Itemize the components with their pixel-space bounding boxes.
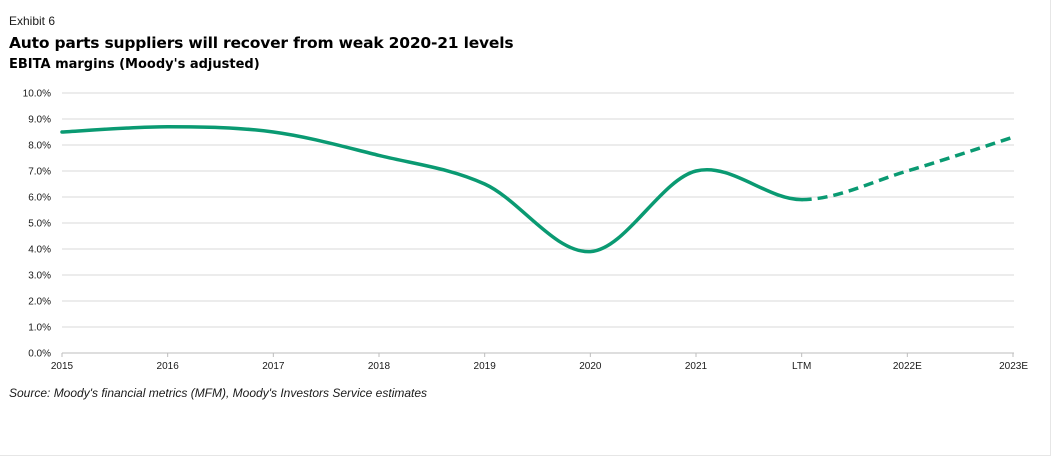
x-tick-label: 2020 bbox=[579, 361, 602, 372]
line-chart: 0.0% 1.0% 2.0% 3.0% 4.0% 5.0% 6.0% 7.0% 8.0% 9.0%… bbox=[23, 89, 1029, 373]
chart-title: Auto parts suppliers will recover from w… bbox=[9, 34, 514, 52]
x-tick-label: 2022E bbox=[893, 361, 922, 372]
series-line-estimate bbox=[801, 135, 1014, 202]
x-axis-ticks: 2015 2016 2017 2018 2019 2020 2021 LTM 2022E 2023… bbox=[51, 353, 1028, 372]
x-tick-label: 2018 bbox=[368, 361, 391, 372]
y-tick-label: 7.0% bbox=[28, 167, 51, 178]
data-point-2016 bbox=[166, 125, 169, 128]
x-tick-label: 2015 bbox=[51, 361, 74, 372]
y-tick-label: 0.0% bbox=[28, 349, 51, 360]
source-note: Source: Moody's financial metrics (MFM),… bbox=[9, 386, 428, 400]
data-point-2019 bbox=[483, 183, 486, 186]
x-tick-label: LTM bbox=[792, 361, 811, 372]
x-tick-label: 2021 bbox=[685, 361, 708, 372]
y-axis-ticks: 0.0% 1.0% 2.0% 3.0% 4.0% 5.0% 6.0% 7.0% 8.0% 9.0%… bbox=[23, 89, 51, 360]
y-tick-label: 6.0% bbox=[28, 193, 51, 204]
data-point-2023e bbox=[1012, 136, 1015, 139]
x-tick-label: 2023E bbox=[999, 361, 1028, 372]
data-point-2020 bbox=[589, 250, 592, 253]
series-line-actual bbox=[60, 125, 804, 254]
chart-subtitle: EBITA margins (Moody's adjusted) bbox=[9, 57, 260, 72]
y-tick-label: 2.0% bbox=[28, 297, 51, 308]
y-tick-label: 3.0% bbox=[28, 271, 51, 282]
exhibit-label: Exhibit 6 bbox=[9, 14, 56, 28]
x-tick-label: 2017 bbox=[262, 361, 285, 372]
y-tick-label: 9.0% bbox=[28, 115, 51, 126]
y-tick-label: 8.0% bbox=[28, 141, 51, 152]
x-tick-label: 2016 bbox=[157, 361, 180, 372]
data-point-2018 bbox=[378, 154, 381, 157]
y-tick-label: 1.0% bbox=[28, 323, 51, 334]
x-tick-label: 2019 bbox=[474, 361, 497, 372]
data-point-2015 bbox=[61, 131, 64, 134]
data-point-ltm bbox=[800, 198, 803, 201]
y-tick-label: 4.0% bbox=[28, 245, 51, 256]
y-tick-label: 10.0% bbox=[23, 89, 51, 100]
y-tick-label: 5.0% bbox=[28, 219, 51, 230]
series-layer bbox=[60, 125, 1015, 254]
data-point-2017 bbox=[272, 131, 275, 134]
data-point-2022e bbox=[906, 170, 909, 173]
data-point-2021 bbox=[695, 170, 698, 173]
